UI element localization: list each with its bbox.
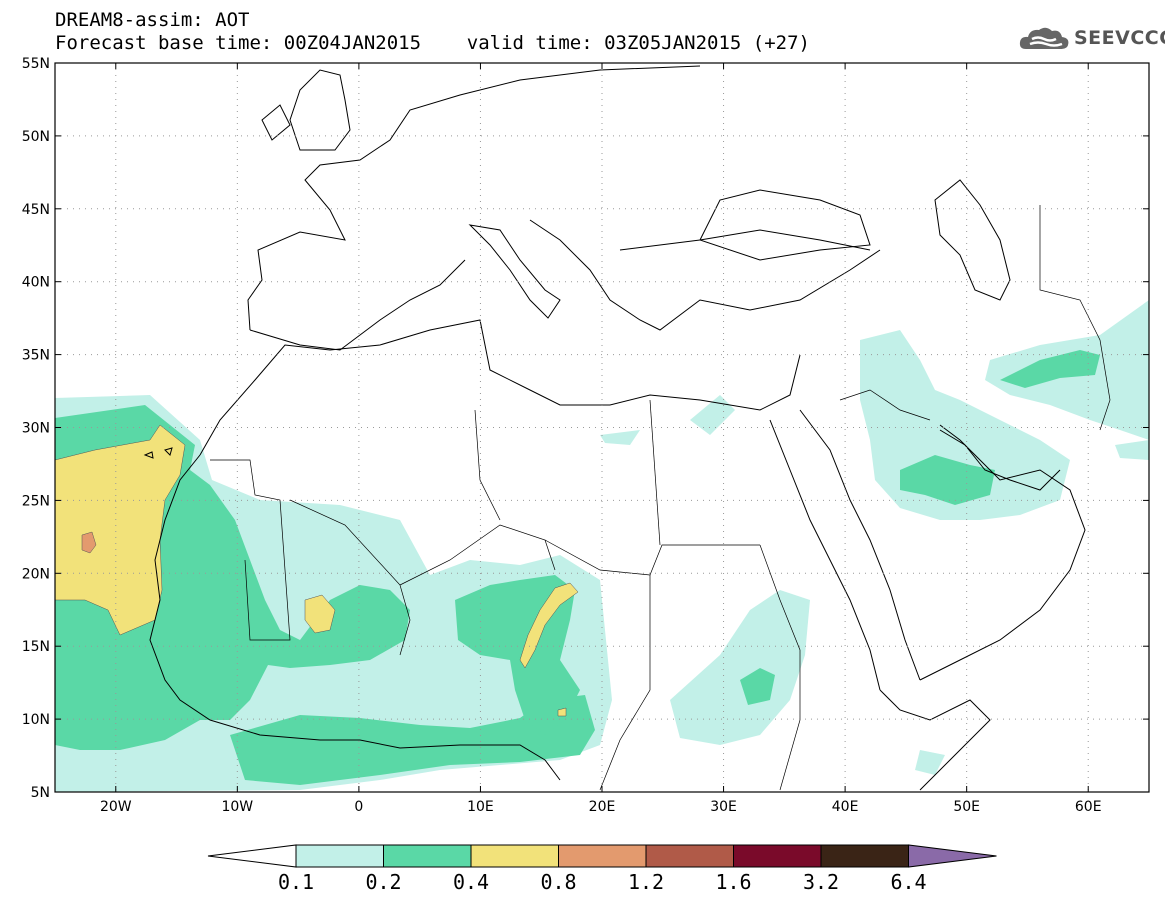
lat-label: 30N bbox=[22, 421, 50, 437]
colorbar-segment bbox=[645, 844, 734, 868]
title-line-2: Forecast base time: 00Z04JAN2015 valid t… bbox=[55, 32, 810, 54]
colorbar-segment bbox=[295, 844, 384, 868]
lon-labels: 20W 10W 0 10E 20E 30E 40E 50E 60E bbox=[100, 799, 1102, 815]
lon-label: 10E bbox=[467, 799, 494, 815]
lat-label: 55N bbox=[22, 56, 50, 72]
logo-text: SEEVCCC bbox=[1074, 27, 1165, 49]
aot-contour-fields bbox=[55, 300, 1149, 792]
lat-label: 25N bbox=[22, 493, 50, 509]
lon-label: 10W bbox=[221, 799, 253, 815]
colorbar-segment bbox=[820, 844, 909, 868]
lon-label: 50E bbox=[953, 799, 980, 815]
lat-label: 10N bbox=[22, 712, 50, 728]
colorbar-segment bbox=[470, 844, 559, 868]
lat-label: 40N bbox=[22, 275, 50, 291]
coastlines bbox=[143, 65, 1086, 791]
colorbar-segment bbox=[733, 844, 822, 868]
lat-label: 15N bbox=[22, 639, 50, 655]
seevccc-logo: SEEVCCC bbox=[1018, 25, 1165, 55]
lon-label: 20E bbox=[589, 799, 616, 815]
lon-label: 0 bbox=[354, 799, 363, 815]
lat-label: 35N bbox=[22, 348, 50, 364]
graticule bbox=[55, 63, 1149, 792]
lon-label: 40E bbox=[832, 799, 859, 815]
colorbar-segment bbox=[558, 844, 647, 868]
lat-label: 5N bbox=[31, 785, 50, 801]
colorbar-label: 3.2 bbox=[802, 870, 840, 894]
colorbar-segment bbox=[383, 844, 472, 868]
title-line-1: DREAM8-assim: AOT bbox=[55, 9, 250, 31]
colorbar-label: 0.2 bbox=[365, 870, 402, 894]
colorbar-label: 1.6 bbox=[715, 870, 752, 894]
cloud-icon bbox=[1019, 27, 1069, 49]
lon-label: 30E bbox=[710, 799, 737, 815]
colorbar-label: 0.8 bbox=[540, 870, 577, 894]
colorbar-under-triangle bbox=[207, 844, 297, 868]
lon-label: 20W bbox=[100, 799, 132, 815]
colorbar bbox=[207, 844, 997, 868]
lat-label: 50N bbox=[22, 129, 50, 145]
axis-ticks bbox=[55, 62, 1149, 793]
lat-label: 45N bbox=[22, 202, 50, 218]
borders bbox=[210, 205, 1111, 791]
colorbar-label: 1.2 bbox=[627, 870, 665, 894]
colorbar-label: 6.4 bbox=[890, 870, 927, 894]
colorbar-label: 0.4 bbox=[452, 870, 490, 894]
colorbar-label: 0.1 bbox=[277, 870, 315, 894]
colorbar-over-triangle bbox=[908, 844, 997, 868]
lon-label: 60E bbox=[1075, 799, 1102, 815]
lat-labels: 55N 50N 45N 40N 35N 30N 25N 20N 15N 10N 5N bbox=[22, 56, 50, 801]
lat-label: 20N bbox=[22, 566, 50, 582]
